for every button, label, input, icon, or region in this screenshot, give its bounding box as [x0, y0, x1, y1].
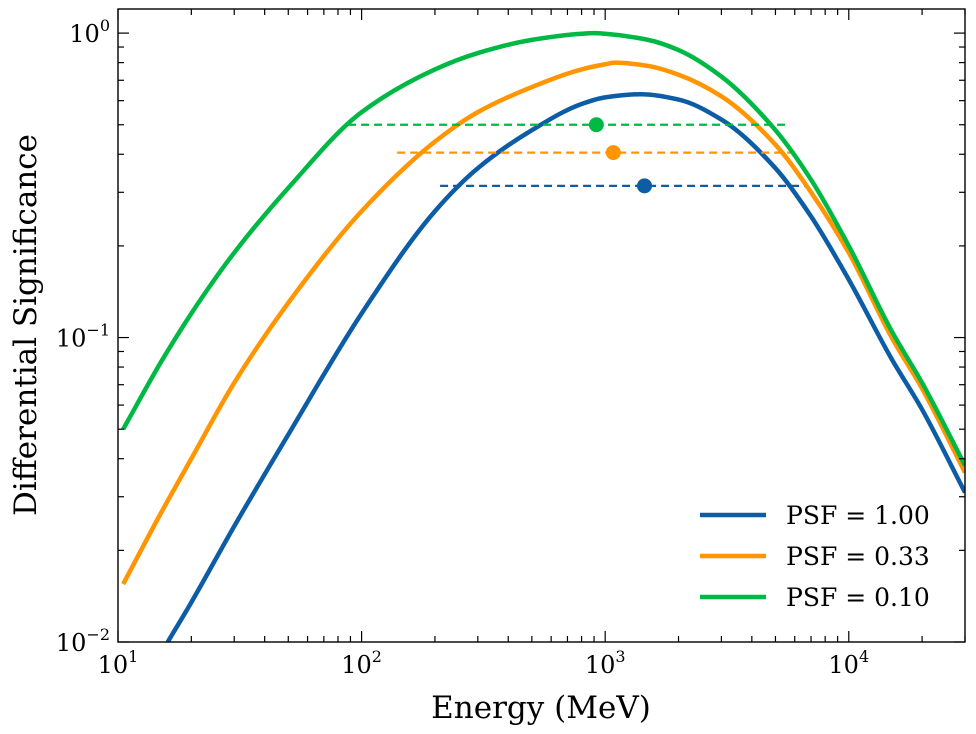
tick-labels: 101 102 103 104 10−2 10−1 100 [56, 16, 869, 679]
y-axis-label: Differential Significance [8, 134, 44, 516]
y-tick-label: 100 [69, 16, 110, 48]
legend: PSF = 1.00 PSF = 0.33 PSF = 0.10 [700, 501, 930, 612]
peak-marker-1 [636, 178, 652, 194]
plot-frame [117, 8, 966, 643]
x-tick-label: 101 [98, 647, 139, 679]
peak-marker-3 [588, 117, 604, 133]
x-tick-label: 102 [341, 647, 382, 679]
peak-marker-2 [605, 145, 621, 161]
y-tick-label: 10−1 [56, 321, 110, 353]
plot-area [121, 30, 965, 642]
series-line-2 [121, 60, 965, 586]
series-line-3 [121, 30, 965, 467]
legend-label-2: PSF = 0.33 [786, 542, 930, 571]
x-axis-label: Energy (MeV) [431, 690, 651, 726]
series-line-1 [165, 91, 965, 642]
x-tick-label: 103 [585, 647, 626, 679]
legend-label-3: PSF = 0.10 [786, 583, 930, 612]
legend-label-1: PSF = 1.00 [786, 501, 930, 530]
y-tick-label: 10−2 [56, 625, 110, 657]
x-tick-label: 104 [828, 647, 869, 679]
